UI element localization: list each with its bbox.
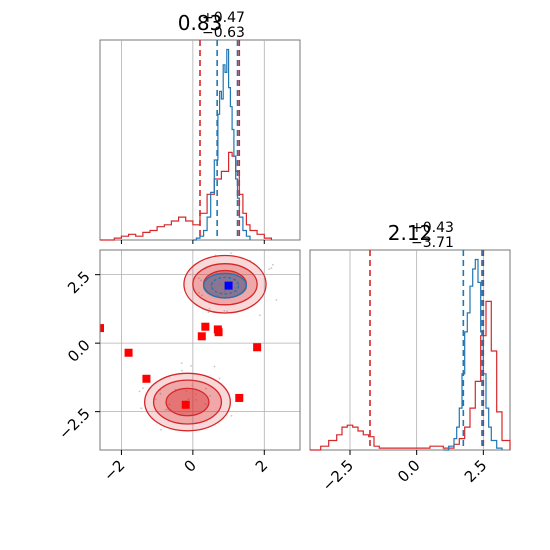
- sample-point: [140, 407, 143, 410]
- sample-point: [204, 403, 207, 406]
- sample-point: [200, 279, 202, 282]
- sample-point: [195, 398, 198, 401]
- sample-point: [185, 390, 188, 393]
- sample-point: [187, 398, 190, 401]
- red-marker: [235, 393, 244, 402]
- sample-point: [236, 291, 238, 293]
- red-marker: [142, 374, 151, 383]
- x2-tick-label: 0.0: [394, 456, 424, 486]
- sample-point: [180, 362, 183, 365]
- sample-point: [197, 277, 200, 280]
- sample-point: [258, 314, 261, 317]
- red-marker: [124, 348, 133, 357]
- histogram-blue-series: [192, 48, 251, 241]
- red-marker: [181, 400, 190, 409]
- x2-tick-label: −2.5: [319, 456, 357, 494]
- marginal-1-title: 0.83: [178, 11, 223, 35]
- marginal-1-title-plus: +0.47: [202, 10, 245, 26]
- sample-point: [190, 364, 193, 367]
- sample-point: [207, 311, 210, 314]
- red-marker: [201, 322, 210, 331]
- sample-point: [168, 403, 171, 406]
- x-tick-label: −2: [100, 456, 128, 484]
- sample-point: [226, 310, 228, 313]
- sample-point: [205, 387, 207, 390]
- x2-tick-label: 2.5: [461, 456, 491, 486]
- sample-point: [223, 289, 226, 292]
- sample-point: [223, 309, 226, 312]
- x-tick-label: 2: [252, 456, 271, 475]
- sample-point: [194, 393, 197, 395]
- red-marker: [197, 332, 206, 341]
- marginal-2-title: 2.12: [388, 221, 433, 245]
- sample-point: [218, 377, 221, 380]
- sample-point: [228, 289, 231, 292]
- sample-point: [234, 286, 237, 289]
- marginal-2-title-plus: +0.43: [411, 220, 454, 236]
- sample-point: [138, 390, 141, 393]
- sample-point: [201, 294, 204, 297]
- sample-point: [164, 408, 167, 411]
- marginal-1-title-value: 0.83: [178, 11, 223, 35]
- y-tick-label: −2.5: [55, 405, 93, 443]
- marginal-2-title-value: 2.12: [388, 221, 433, 245]
- sample-point: [270, 267, 273, 269]
- sample-point: [208, 307, 211, 310]
- sample-point: [230, 252, 232, 255]
- sample-point: [142, 387, 144, 390]
- red-marker: [214, 328, 223, 337]
- sample-point: [216, 294, 219, 297]
- histogram-blue-series: [443, 258, 503, 451]
- marginal-param-1: 0.83 +0.47 −0.63: [99, 10, 301, 244]
- red-marker: [253, 343, 262, 352]
- marginal-2-frame: [309, 249, 511, 451]
- sample-point: [272, 263, 274, 266]
- y-tick-label: 2.5: [64, 268, 94, 298]
- joint-panel-frame: [99, 249, 301, 451]
- sample-point: [159, 392, 162, 395]
- sample-point: [181, 369, 183, 372]
- y-tick-label: 0.0: [64, 336, 94, 366]
- sample-point: [160, 428, 162, 431]
- red-marker: [100, 324, 104, 333]
- sample-point: [268, 268, 271, 271]
- sample-point: [230, 414, 233, 417]
- contour-blue: [210, 276, 240, 295]
- blue-marker: [224, 281, 233, 290]
- sample-point: [198, 291, 201, 294]
- sample-point: [275, 298, 278, 301]
- sample-point: [213, 365, 216, 368]
- marginal-1-title-minus: −0.63: [202, 25, 245, 41]
- sample-point: [191, 384, 194, 387]
- sample-point: [209, 394, 211, 397]
- x-tick-label: 0: [180, 456, 199, 475]
- marginal-2-title-minus: −3.71: [411, 235, 454, 251]
- sample-point: [219, 283, 221, 286]
- joint-panel: −2 0 2 −2.5 0.0 2.5: [55, 249, 301, 485]
- sample-point: [154, 398, 157, 401]
- marginal-param-2: −2.5 0.0 2.5 2.12 +0.43 −3.71: [309, 220, 511, 495]
- histogram-red-series: [310, 300, 511, 451]
